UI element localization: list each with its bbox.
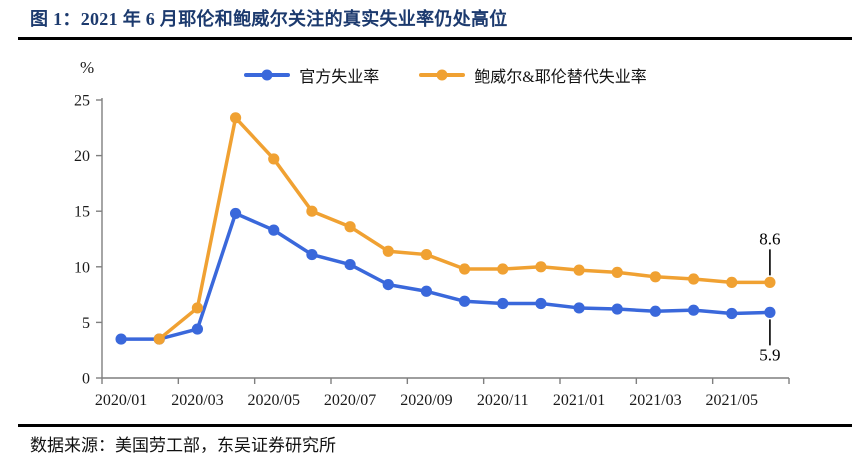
callout-value-label: 5.9: [759, 345, 780, 364]
alternative-line-marker-icon: [419, 69, 466, 81]
official-rate-point: [306, 248, 318, 261]
alternative-rate-point: [649, 271, 662, 283]
y-tick-label: 25: [74, 93, 90, 110]
official-rate-point: [115, 333, 127, 345]
alternative-rate-point: [764, 276, 776, 288]
alternative-rate-point: [535, 261, 547, 273]
official-line-marker-icon: [244, 69, 291, 81]
official-rate-point: [382, 278, 394, 291]
alternative-rate-point: [306, 205, 318, 217]
alternative-rate-point: [268, 153, 280, 165]
official-rate-point: [420, 285, 433, 297]
legend-item-alternative: 鲍威尔&耶伦替代失业率: [419, 63, 647, 87]
alternative-rate-point: [229, 112, 242, 124]
x-tick-label: 2020/03: [171, 392, 223, 409]
x-tick-label: 2020/05: [248, 392, 300, 409]
x-tick-label: 2021/05: [706, 392, 758, 409]
x-tick-label: 2020/09: [400, 392, 452, 409]
y-tick-label: 15: [74, 204, 90, 221]
figure-title: 图 1：2021 年 6 月耶伦和鲍威尔关注的真实失业率仍处高位: [30, 9, 508, 29]
callout-value-label: 8.6: [759, 229, 780, 248]
official-rate-point: [573, 302, 585, 314]
alternative-rate-point: [497, 263, 509, 275]
legend-label-official: 官方失业率: [299, 69, 380, 86]
official-rate-point: [268, 224, 280, 236]
alternative-dot-icon: [436, 69, 448, 81]
official-rate-point: [229, 207, 242, 220]
alternative-rate-point: [573, 264, 585, 276]
alternative-rate-point: [191, 302, 204, 314]
alternative-rate-point: [726, 276, 738, 288]
y-tick-label: 10: [74, 259, 90, 276]
x-tick-label: 2021/01: [553, 392, 605, 409]
official-rate-point: [191, 323, 204, 335]
y-tick-label: 20: [74, 148, 90, 165]
y-axis-unit-label: %: [80, 58, 95, 77]
x-tick-label: 2020/01: [95, 392, 147, 409]
alternative-rate-point: [344, 221, 356, 233]
official-rate-point: [726, 307, 738, 320]
official-rate-line: [119, 211, 772, 341]
title-divider: [18, 37, 852, 40]
data-source-note: 数据来源：美国劳工部，东吴证券研究所: [30, 436, 336, 455]
x-tick-label: 2020/07: [324, 392, 376, 409]
y-tick-label: 5: [82, 315, 90, 332]
y-tick-label: 0: [82, 371, 90, 388]
x-tick-label: 2020/11: [477, 392, 529, 409]
official-rate-point: [649, 305, 662, 317]
chart-legend: 官方失业率 鲍威尔&耶伦替代失业率: [102, 63, 789, 87]
official-rate-point: [764, 306, 776, 318]
official-rate-point: [344, 258, 356, 271]
legend-label-alternative: 鲍威尔&耶伦替代失业率: [474, 69, 647, 86]
legend-item-official: 官方失业率: [244, 63, 379, 87]
alternative-rate-point: [687, 273, 700, 285]
alternative-rate-point: [458, 263, 471, 275]
alternative-rate-point: [420, 248, 433, 261]
official-rate-point: [458, 295, 471, 307]
official-rate-point: [611, 303, 623, 315]
official-dot-icon: [261, 69, 273, 81]
footer-divider: [18, 424, 852, 427]
official-rate-point: [687, 304, 700, 316]
alternative-rate-point: [611, 266, 623, 278]
official-rate-point: [497, 297, 509, 310]
alternative-rate-point: [382, 245, 394, 257]
official-rate-point: [535, 297, 547, 310]
x-tick-label: 2021/03: [629, 392, 681, 409]
alternative-rate-point: [153, 333, 165, 345]
